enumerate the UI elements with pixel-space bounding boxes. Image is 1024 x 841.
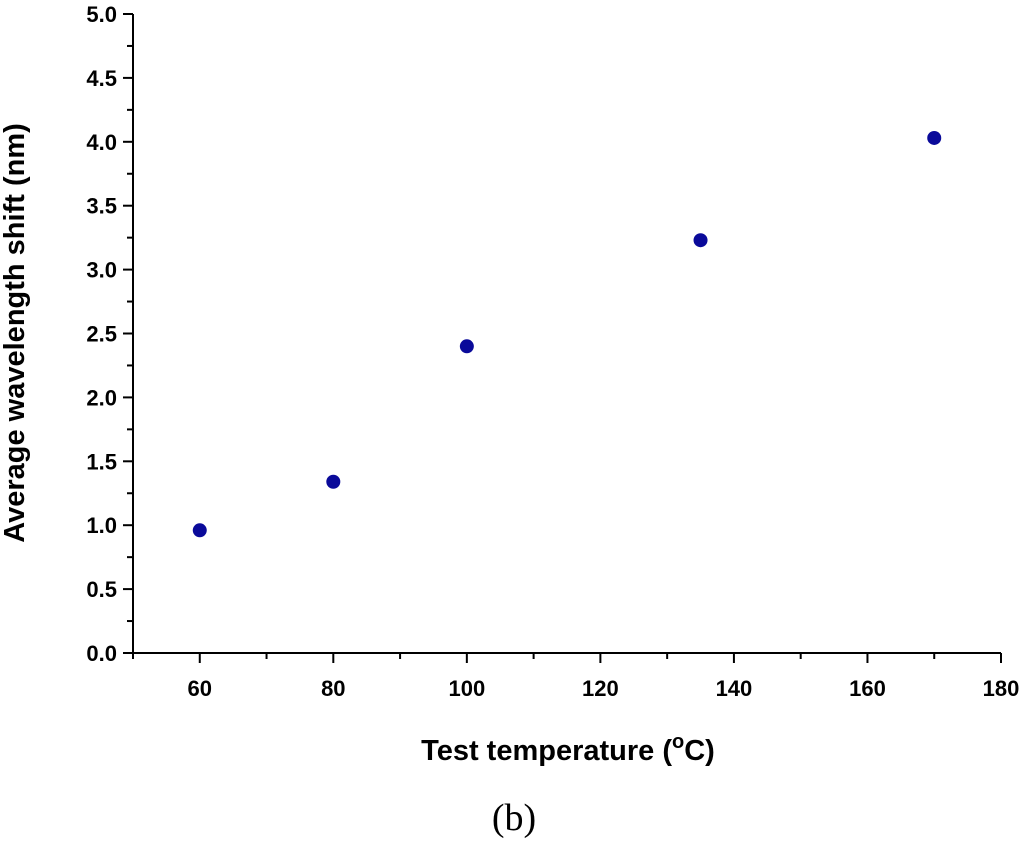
y-axis-ticks: 0.0 0.5 1.0 1.5 2.0 2.5 3.0 3.5 4.0 4.5 5.0 xyxy=(86,2,133,666)
data-point xyxy=(459,339,474,354)
y-tick-label: 5.0 xyxy=(86,2,117,27)
x-tick-label: 100 xyxy=(448,676,485,701)
x-tick-label: 80 xyxy=(321,676,345,701)
y-tick-label: 4.5 xyxy=(86,66,117,91)
data-point xyxy=(192,523,207,538)
y-tick-label: 4.0 xyxy=(86,130,117,155)
data-points xyxy=(192,130,942,538)
y-tick-label: 1.5 xyxy=(86,449,117,474)
y-tick-label: 0.5 xyxy=(86,577,117,602)
y-tick-label: 3.5 xyxy=(86,194,117,219)
panel-label: (b) xyxy=(492,797,536,839)
data-point xyxy=(326,474,341,489)
x-tick-label: 180 xyxy=(983,676,1020,701)
y-tick-label: 2.0 xyxy=(86,385,117,410)
x-tick-label: 60 xyxy=(188,676,212,701)
y-tick-label: 3.0 xyxy=(86,258,117,283)
x-axis-label: Test temperature (oC) xyxy=(421,731,715,767)
axes xyxy=(132,14,1001,654)
x-tick-label: 120 xyxy=(582,676,619,701)
x-axis-ticks: 60 80 100 120 140 160 180 xyxy=(132,653,1020,701)
data-point xyxy=(927,130,942,145)
x-tick-label: 160 xyxy=(849,676,886,701)
y-tick-label: 0.0 xyxy=(86,641,117,666)
y-tick-label: 1.0 xyxy=(86,513,117,538)
data-point xyxy=(693,233,708,248)
y-tick-label: 2.5 xyxy=(86,322,117,347)
y-axis-label: Average wavelength shift (nm) xyxy=(0,123,31,543)
x-tick-label: 140 xyxy=(716,676,753,701)
